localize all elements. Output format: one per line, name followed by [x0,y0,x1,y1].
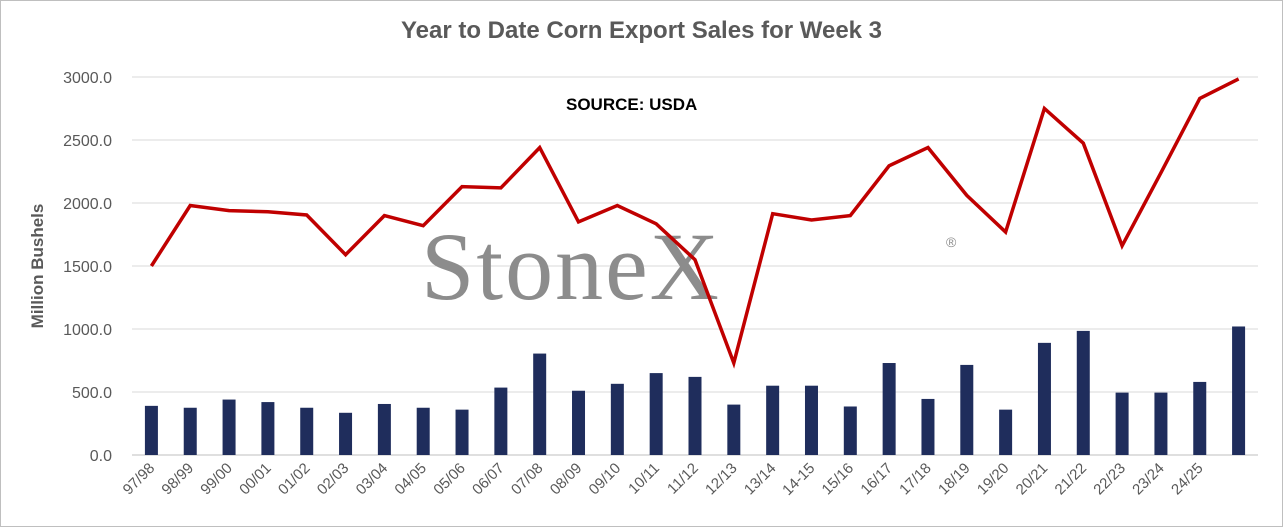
x-tick-label: 14-15 [779,460,818,499]
bar [494,388,507,455]
bar [844,406,857,455]
x-tick-label: 97/98 [120,460,159,499]
x-tick-label: 98/99 [158,460,197,499]
bar [1193,382,1206,455]
x-tick-label: 16/17 [857,460,896,499]
x-tick-label: 04/05 [391,460,430,499]
x-tick-label: 02/03 [314,460,353,499]
bar [378,404,391,455]
bar [689,377,702,455]
bar [456,410,469,455]
bar [960,365,973,455]
y-tick-label: 0.0 [90,448,112,465]
x-tick-label: 21/22 [1052,460,1091,499]
x-tick-label: 12/13 [702,460,741,499]
bar [184,408,197,455]
x-tick-label: 19/20 [974,460,1013,499]
x-tick-label: 01/02 [275,460,314,499]
y-tick-label: 3000.0 [63,70,112,87]
x-tick-label: 23/24 [1129,460,1168,499]
bar [727,405,740,455]
x-tick-label: 15/16 [819,460,858,499]
x-tick-label: 17/18 [896,460,935,499]
x-tick-label: 07/08 [508,460,547,499]
bar [999,410,1012,455]
x-tick-label: 24/25 [1168,460,1207,499]
bar [1038,343,1051,455]
y-tick-label: 2500.0 [63,133,112,150]
x-tick-label: 13/14 [741,460,780,499]
bar [339,413,352,455]
bar [921,399,934,455]
y-tick-label: 2000.0 [63,196,112,213]
x-tick-label: 20/21 [1013,460,1052,499]
bar [650,373,663,455]
y-tick-label: 1000.0 [63,322,112,339]
watermark-registered-mark: ® [946,234,957,250]
bar [805,386,818,455]
bar [1077,331,1090,455]
bar [145,406,158,455]
x-tick-label: 08/09 [547,460,586,499]
bar [1154,393,1167,455]
source-annotation: SOURCE: USDA [566,95,697,115]
y-tick-label: 500.0 [72,385,112,402]
bar [533,354,546,455]
x-tick-label: 05/06 [430,460,469,499]
x-tick-label: 99/00 [197,460,236,499]
x-tick-label: 09/10 [586,460,625,499]
bar [223,400,236,455]
y-tick-label: 1500.0 [63,259,112,276]
watermark-text: StoneX [421,213,721,320]
x-tick-label: 00/01 [236,460,275,499]
bar [417,408,430,455]
bar [261,402,274,455]
x-tick-label: 22/23 [1090,460,1129,499]
x-tick-label: 06/07 [469,460,508,499]
x-tick-label: 11/12 [664,460,702,498]
bar [1116,393,1129,455]
x-tick-label: 18/19 [935,460,974,499]
bar [572,391,585,455]
bar [766,386,779,455]
bar [611,384,624,455]
bar [300,408,313,455]
bar [883,363,896,455]
x-tick-label: 10/11 [625,460,663,498]
bar [1232,326,1245,455]
x-tick-label: 03/04 [353,460,392,499]
